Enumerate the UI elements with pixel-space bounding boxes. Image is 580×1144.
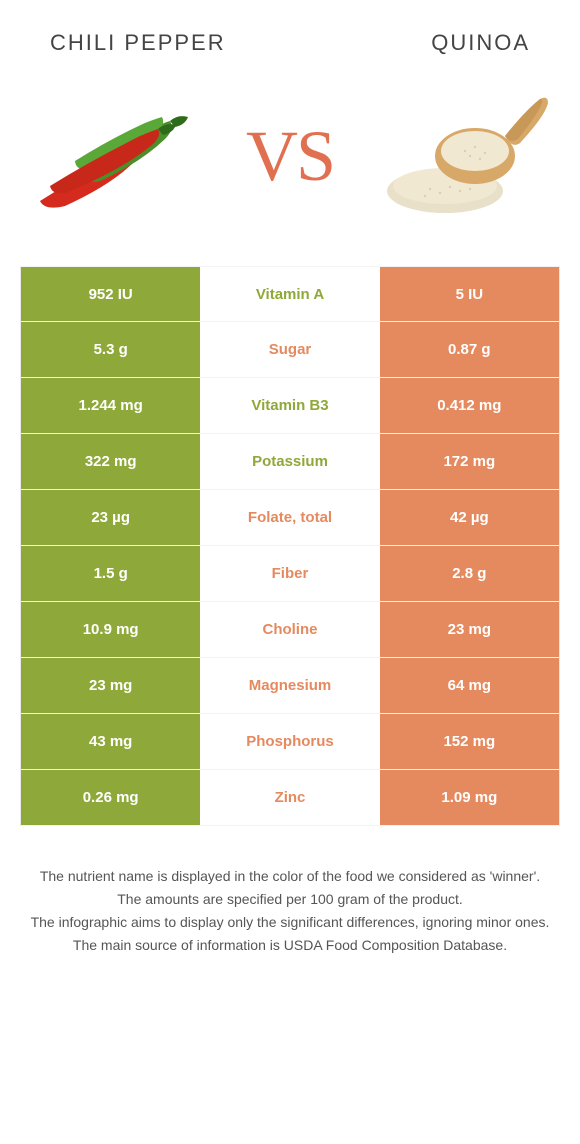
left-value: 23 µg — [21, 490, 200, 545]
right-value: 0.87 g — [380, 322, 559, 377]
footer-notes: The nutrient name is displayed in the co… — [0, 826, 580, 978]
table-row: 23 µgFolate, total42 µg — [21, 490, 559, 546]
quinoa-image — [380, 81, 550, 231]
nutrient-name: Zinc — [200, 770, 379, 825]
left-value: 952 IU — [21, 267, 200, 321]
table-row: 1.244 mgVitamin B30.412 mg — [21, 378, 559, 434]
left-value: 1.244 mg — [21, 378, 200, 433]
right-value: 152 mg — [380, 714, 559, 769]
chili-pepper-icon — [30, 81, 200, 231]
left-food-title: Chili pepper — [50, 30, 226, 56]
nutrient-table: 952 IUVitamin A5 IU5.3 gSugar0.87 g1.244… — [20, 266, 560, 826]
left-value: 23 mg — [21, 658, 200, 713]
nutrient-name: Sugar — [200, 322, 379, 377]
left-value: 10.9 mg — [21, 602, 200, 657]
nutrient-name: Vitamin A — [200, 267, 379, 321]
right-food-title: Quinoa — [431, 30, 530, 56]
table-row: 23 mgMagnesium64 mg — [21, 658, 559, 714]
right-value: 0.412 mg — [380, 378, 559, 433]
header: Chili pepper Quinoa — [0, 0, 580, 66]
table-row: 322 mgPotassium172 mg — [21, 434, 559, 490]
footer-line: The amounts are specified per 100 gram o… — [30, 889, 550, 910]
table-row: 0.26 mgZinc1.09 mg — [21, 770, 559, 826]
nutrient-name: Potassium — [200, 434, 379, 489]
table-row: 1.5 gFiber2.8 g — [21, 546, 559, 602]
left-value: 1.5 g — [21, 546, 200, 601]
right-value: 1.09 mg — [380, 770, 559, 825]
vs-label: VS — [246, 115, 334, 198]
right-value: 42 µg — [380, 490, 559, 545]
right-value: 172 mg — [380, 434, 559, 489]
nutrient-name: Vitamin B3 — [200, 378, 379, 433]
footer-line: The main source of information is USDA F… — [30, 935, 550, 956]
table-row: 43 mgPhosphorus152 mg — [21, 714, 559, 770]
table-row: 5.3 gSugar0.87 g — [21, 322, 559, 378]
left-value: 0.26 mg — [21, 770, 200, 825]
right-value: 23 mg — [380, 602, 559, 657]
table-row: 952 IUVitamin A5 IU — [21, 266, 559, 322]
right-value: 2.8 g — [380, 546, 559, 601]
nutrient-name: Phosphorus — [200, 714, 379, 769]
left-value: 5.3 g — [21, 322, 200, 377]
footer-line: The infographic aims to display only the… — [30, 912, 550, 933]
right-value: 5 IU — [380, 267, 559, 321]
chili-pepper-image — [30, 81, 200, 231]
nutrient-name: Choline — [200, 602, 379, 657]
quinoa-icon — [380, 81, 550, 231]
table-row: 10.9 mgCholine23 mg — [21, 602, 559, 658]
images-row: VS — [0, 66, 580, 266]
nutrient-name: Fiber — [200, 546, 379, 601]
nutrient-name: Magnesium — [200, 658, 379, 713]
right-value: 64 mg — [380, 658, 559, 713]
footer-line: The nutrient name is displayed in the co… — [30, 866, 550, 887]
nutrient-name: Folate, total — [200, 490, 379, 545]
left-value: 322 mg — [21, 434, 200, 489]
left-value: 43 mg — [21, 714, 200, 769]
